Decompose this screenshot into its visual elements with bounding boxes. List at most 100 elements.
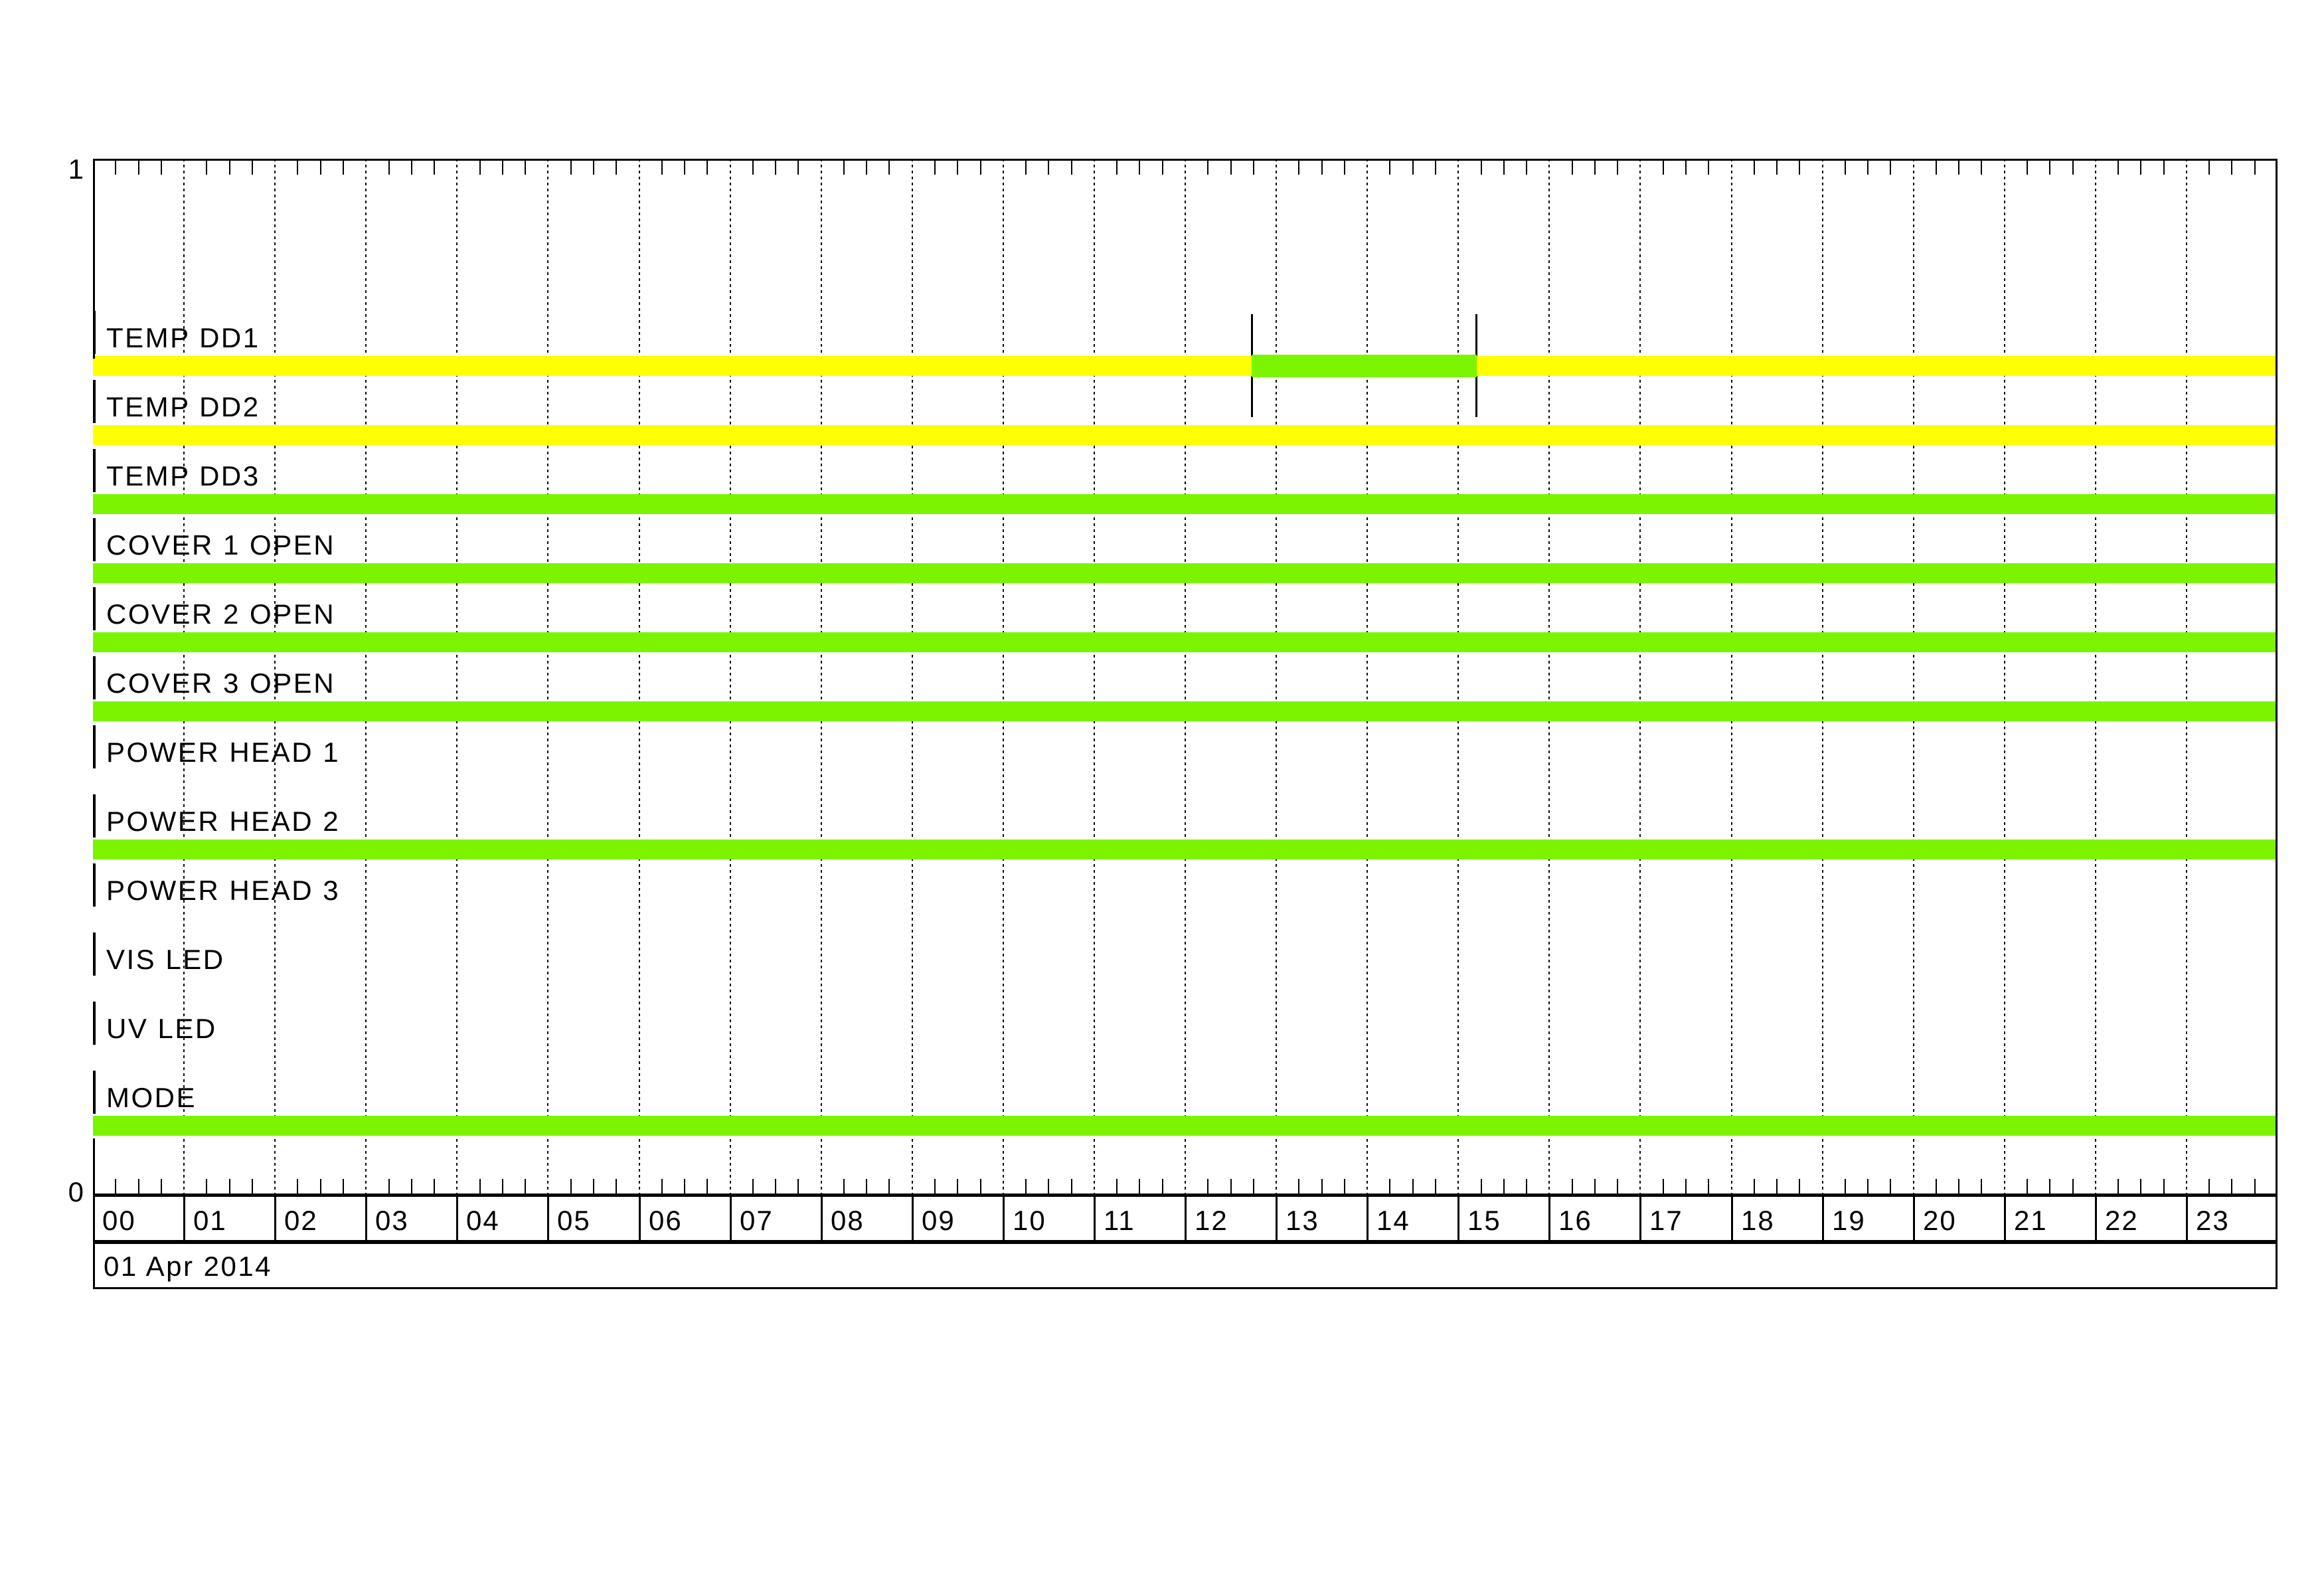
minor-tick-top — [1617, 159, 1618, 175]
hour-gridline — [2095, 159, 2096, 1195]
minor-tick-top — [1344, 159, 1345, 175]
minor-tick-bottom — [752, 1179, 754, 1195]
minor-tick-bottom — [1867, 1179, 1868, 1195]
hour-cell-boundary — [365, 1195, 367, 1242]
hour-gridline — [274, 159, 276, 1195]
hour-gridline — [1003, 159, 1004, 1195]
status-bar — [93, 494, 2278, 514]
minor-tick-top — [1799, 159, 1800, 175]
hour-label: 02 — [284, 1205, 318, 1236]
row-start-marker — [93, 449, 96, 492]
hour-cell-boundary — [639, 1195, 641, 1242]
row-label: POWER HEAD 3 — [106, 875, 341, 906]
minor-tick-top — [1389, 159, 1390, 175]
minor-tick-top — [252, 159, 253, 175]
minor-tick-top — [1253, 159, 1254, 175]
minor-tick-top — [2254, 159, 2256, 175]
hour-label: 13 — [1286, 1205, 1319, 1236]
hour-cell-boundary — [1639, 1195, 1641, 1242]
minor-tick-bottom — [684, 1179, 685, 1195]
minor-tick-bottom — [1321, 1179, 1323, 1195]
minor-tick-top — [1572, 159, 1573, 175]
hour-label: 21 — [2014, 1205, 2048, 1236]
minor-tick-top — [525, 159, 526, 175]
hour-label: 15 — [1467, 1205, 1501, 1236]
hour-label: 14 — [1376, 1205, 1410, 1236]
date-bar — [93, 1242, 2278, 1289]
row-start-marker — [93, 1071, 96, 1114]
hour-cell-boundary — [2186, 1195, 2188, 1242]
minor-tick-bottom — [775, 1179, 776, 1195]
hour-cell-boundary — [730, 1195, 732, 1242]
minor-tick-bottom — [1344, 1179, 1345, 1195]
hour-cell-boundary — [2095, 1195, 2097, 1242]
minor-tick-bottom — [206, 1179, 207, 1195]
row-label: TEMP DD1 — [106, 322, 260, 353]
minor-tick-bottom — [957, 1179, 958, 1195]
minor-tick-top — [1708, 159, 1709, 175]
minor-tick-top — [661, 159, 663, 175]
hour-gridline — [730, 159, 731, 1195]
minor-tick-bottom — [2163, 1179, 2165, 1195]
minor-tick-bottom — [1958, 1179, 1959, 1195]
minor-tick-bottom — [161, 1179, 162, 1195]
minor-tick-bottom — [2140, 1179, 2141, 1195]
hour-label: 08 — [831, 1205, 865, 1236]
minor-tick-top — [752, 159, 754, 175]
hour-label: 12 — [1195, 1205, 1228, 1236]
minor-tick-bottom — [1481, 1179, 1482, 1195]
minor-tick-top — [206, 159, 207, 175]
minor-tick-bottom — [115, 1179, 116, 1195]
minor-tick-top — [1230, 159, 1232, 175]
hour-label: 18 — [1741, 1205, 1775, 1236]
minor-tick-top — [2072, 159, 2074, 175]
minor-tick-bottom — [1139, 1179, 1140, 1195]
minor-tick-bottom — [297, 1179, 298, 1195]
minor-tick-top — [388, 159, 390, 175]
minor-tick-bottom — [2254, 1179, 2256, 1195]
hour-gridline — [2186, 159, 2187, 1195]
minor-tick-top — [2231, 159, 2232, 175]
hour-gridline — [1276, 159, 1277, 1195]
hour-gridline — [912, 159, 913, 1195]
plot-border-bottom — [93, 1194, 2278, 1195]
hour-cell-boundary — [1731, 1195, 1733, 1242]
minor-tick-top — [888, 159, 890, 175]
hour-gridline — [1185, 159, 1186, 1195]
minor-tick-bottom — [934, 1179, 936, 1195]
minor-tick-bottom — [661, 1179, 663, 1195]
hour-gridline — [1639, 159, 1641, 1195]
row-start-marker — [93, 863, 96, 907]
hour-cell-boundary — [1367, 1195, 1369, 1242]
minor-tick-bottom — [320, 1179, 321, 1195]
status-bar — [93, 425, 2278, 445]
minor-tick-top — [1981, 159, 1982, 175]
hour-cell-boundary — [1822, 1195, 1824, 1242]
minor-tick-top — [1298, 159, 1299, 175]
minor-tick-bottom — [2049, 1179, 2050, 1195]
minor-tick-top — [1048, 159, 1049, 175]
minor-tick-top — [2140, 159, 2141, 175]
hour-label: 00 — [102, 1205, 136, 1236]
hour-cell-boundary — [821, 1195, 823, 1242]
hour-gridline — [547, 159, 548, 1195]
row-label: COVER 3 OPEN — [106, 667, 336, 699]
minor-tick-top — [1594, 159, 1596, 175]
minor-tick-bottom — [252, 1179, 253, 1195]
hour-label: 01 — [193, 1205, 227, 1236]
minor-tick-top — [1685, 159, 1687, 175]
hour-label: 16 — [1558, 1205, 1592, 1236]
row-start-marker — [93, 725, 96, 768]
minor-tick-top — [775, 159, 776, 175]
minor-tick-bottom — [411, 1179, 412, 1195]
hour-gridline — [1822, 159, 1823, 1195]
hour-gridline — [1457, 159, 1459, 1195]
row-start-marker — [93, 794, 96, 838]
minor-tick-top — [2027, 159, 2028, 175]
minor-tick-bottom — [1503, 1179, 1505, 1195]
minor-tick-bottom — [1799, 1179, 1800, 1195]
minor-tick-bottom — [1162, 1179, 1163, 1195]
minor-tick-bottom — [797, 1179, 799, 1195]
minor-tick-bottom — [2208, 1179, 2210, 1195]
date-label: 01 Apr 2014 — [104, 1251, 273, 1282]
